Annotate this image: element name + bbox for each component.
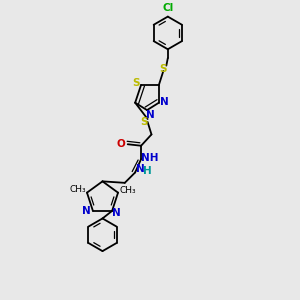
Text: S: S — [140, 117, 148, 127]
Text: CH₃: CH₃ — [119, 186, 136, 195]
Text: Cl: Cl — [162, 3, 173, 13]
Text: N: N — [82, 206, 91, 217]
Text: N: N — [160, 97, 169, 107]
Text: S: S — [160, 64, 167, 74]
Text: O: O — [117, 139, 126, 149]
Text: NH: NH — [141, 153, 158, 163]
Text: N: N — [112, 208, 121, 218]
Text: S: S — [132, 78, 140, 88]
Text: N: N — [136, 164, 145, 174]
Text: CH₃: CH₃ — [70, 184, 86, 194]
Text: N: N — [146, 110, 155, 121]
Text: H: H — [143, 166, 152, 176]
